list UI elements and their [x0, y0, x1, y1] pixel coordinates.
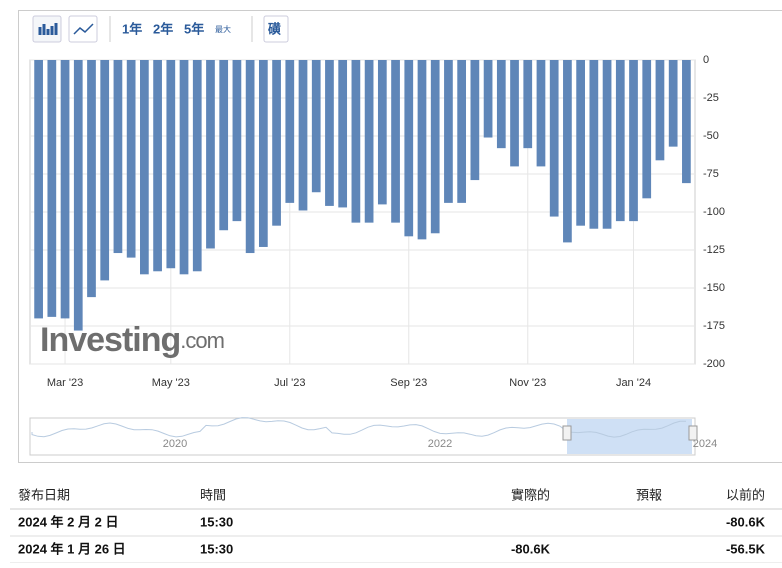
bar	[418, 60, 427, 239]
x-tick-label: Sep '23	[390, 377, 427, 389]
bar	[166, 60, 175, 268]
bar	[563, 60, 572, 242]
y-tick-label: -125	[703, 244, 725, 256]
table-header: 預報	[636, 487, 662, 502]
bar	[576, 60, 585, 226]
bar	[338, 60, 347, 207]
y-tick-label: -75	[703, 168, 719, 180]
range-button[interactable]: 1年	[122, 21, 142, 36]
table-cell: 15:30	[200, 541, 233, 556]
x-tick-label: May '23	[152, 377, 190, 389]
navigator-handle[interactable]	[689, 426, 697, 440]
y-tick-label: 0	[703, 54, 709, 66]
bar	[537, 60, 546, 166]
bar	[47, 60, 56, 317]
navigator-handle[interactable]	[563, 426, 571, 440]
y-tick-label: -175	[703, 320, 725, 332]
bar	[193, 60, 202, 271]
bar	[457, 60, 466, 203]
bar	[140, 60, 149, 274]
table-header: 時間	[200, 487, 226, 502]
table-cell: -56.5K	[726, 541, 766, 556]
bar	[352, 60, 361, 223]
x-tick-label: Mar '23	[47, 377, 83, 389]
bar	[404, 60, 413, 236]
y-tick-label: -200	[703, 358, 725, 370]
bar	[682, 60, 691, 183]
y-tick-label: -100	[703, 206, 725, 218]
y-tick-label: -50	[703, 130, 719, 142]
bar	[325, 60, 334, 206]
bar	[299, 60, 308, 210]
x-tick-label: Nov '23	[509, 377, 546, 389]
bar	[378, 60, 387, 204]
range-button[interactable]: 5年	[184, 21, 204, 36]
table-cell: 2024 年 1 月 26 日	[18, 541, 126, 556]
toolbar: 1年 2年 5年 最大 磺	[33, 16, 288, 42]
table-header: 實際的	[511, 487, 550, 502]
table-cell: 15:30	[200, 514, 233, 529]
x-tick-label: Jan '24	[616, 377, 651, 389]
bar	[312, 60, 321, 192]
bar	[523, 60, 532, 148]
navigator-label: 2022	[428, 438, 452, 450]
bar	[471, 60, 480, 180]
bar	[365, 60, 374, 223]
bar	[642, 60, 651, 198]
y-tick-label: -150	[703, 282, 725, 294]
bar	[656, 60, 665, 160]
bar	[219, 60, 228, 230]
bar	[61, 60, 70, 318]
range-button[interactable]: 最大	[215, 24, 231, 34]
bar	[206, 60, 215, 248]
y-tick-label: -25	[703, 92, 719, 104]
bar	[127, 60, 136, 258]
table-cell: -80.6K	[726, 514, 766, 529]
bar	[550, 60, 559, 217]
bar	[233, 60, 242, 221]
bar	[603, 60, 612, 229]
bar	[510, 60, 519, 166]
bar	[180, 60, 189, 274]
table-header: 以前的	[726, 487, 765, 502]
line-chart-button[interactable]	[69, 16, 97, 42]
bar	[629, 60, 638, 221]
x-tick-label: Jul '23	[274, 377, 305, 389]
navigator-label: 2020	[163, 438, 187, 450]
bar	[589, 60, 598, 229]
table-cell: 2024 年 2 月 2 日	[18, 514, 118, 529]
bar	[616, 60, 625, 221]
bar	[100, 60, 109, 280]
table-header: 發布日期	[18, 487, 70, 502]
navigator-selection	[567, 419, 692, 454]
bar	[153, 60, 162, 271]
bar	[246, 60, 255, 253]
watermark-suffix: .com	[180, 328, 224, 353]
bar	[431, 60, 440, 233]
bar	[114, 60, 123, 253]
bar	[497, 60, 506, 148]
bar	[259, 60, 268, 247]
indicator-label: 磺	[268, 21, 281, 36]
bar	[484, 60, 493, 138]
bar	[87, 60, 96, 297]
bar	[444, 60, 453, 203]
bar	[669, 60, 678, 147]
table-cell: -80.6K	[511, 541, 551, 556]
watermark-main: Investing	[40, 321, 180, 359]
bar	[74, 60, 83, 331]
range-button[interactable]: 2年	[153, 21, 173, 36]
bar	[285, 60, 294, 203]
bar	[34, 60, 43, 318]
bar	[272, 60, 281, 226]
bar	[391, 60, 400, 223]
